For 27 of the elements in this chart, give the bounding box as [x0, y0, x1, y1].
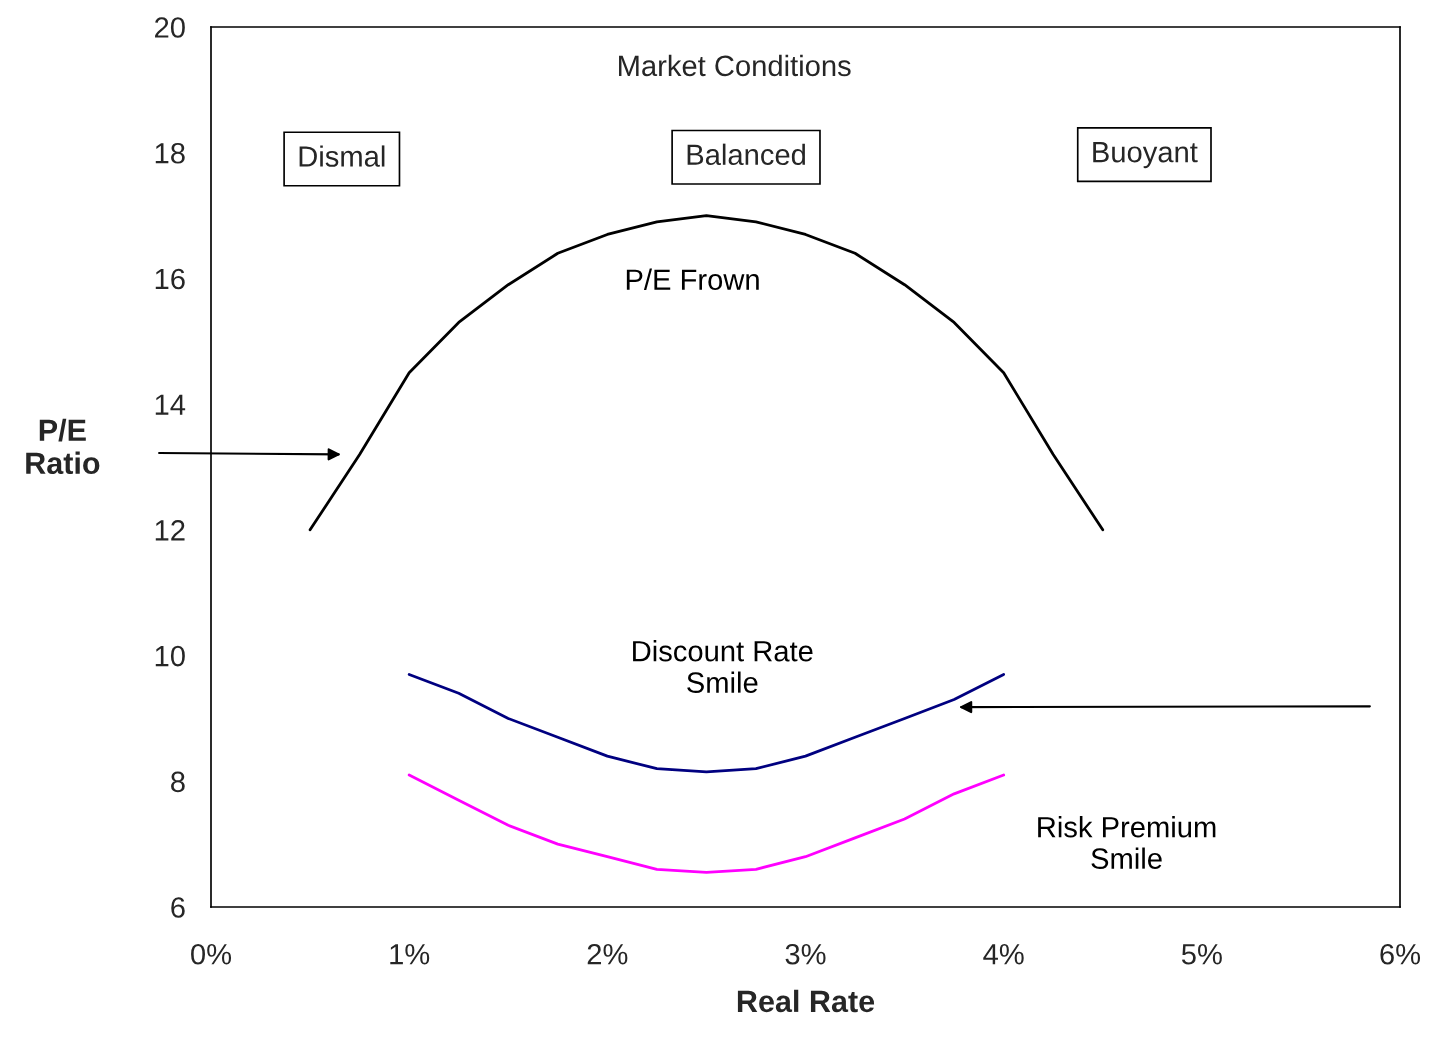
annotation: Balanced: [687, 143, 805, 166]
series-label: P/E Frown: [626, 268, 759, 291]
y-tick-label: 20: [155, 17, 185, 38]
y-tick-label: 16: [155, 268, 185, 290]
x-tick-label: 3%: [785, 943, 826, 965]
x-tick-label: 0%: [191, 943, 232, 965]
y-tick-label: 6: [171, 897, 185, 918]
line-series: [407, 673, 1006, 774]
annotation: Market Conditions: [619, 54, 851, 77]
x-tick-label: 6%: [1380, 943, 1421, 965]
series-label: Discount Rate Smile: [633, 640, 813, 693]
series-label: Risk Premium Smile: [1038, 816, 1216, 869]
x-axis-title: Real Rate: [737, 989, 875, 1013]
y-tick-label: 18: [155, 142, 185, 164]
line-series: [407, 773, 1006, 874]
line-series: [308, 214, 1105, 532]
annotation: Dismal: [299, 145, 385, 167]
x-tick-label: 2%: [587, 943, 628, 965]
y-tick-label: 10: [155, 645, 185, 667]
annotation: Buoyant: [1093, 142, 1198, 169]
y-axis-title: P/E Ratio: [26, 418, 100, 475]
x-tick-label: 5%: [1181, 944, 1222, 965]
x-tick-label: 1%: [390, 944, 430, 965]
y-tick-label: 8: [171, 771, 185, 793]
y-tick-label: 14: [155, 394, 186, 415]
x-tick-label: 4%: [983, 944, 1024, 965]
y-tick-label: 12: [155, 520, 185, 541]
